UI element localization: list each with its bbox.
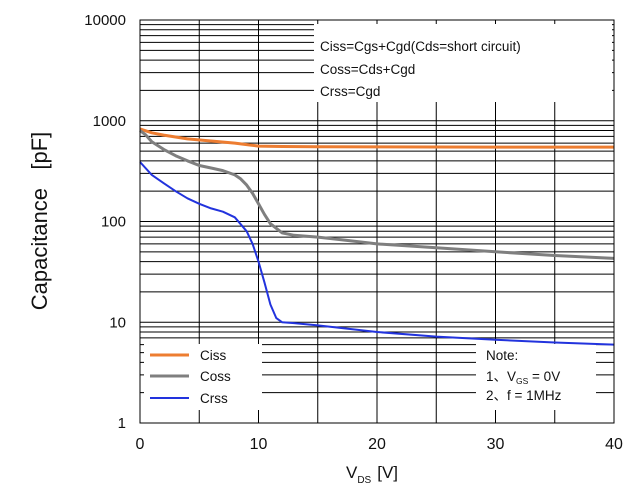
note-line-1: 1、VGS = 0V [486, 369, 560, 386]
x-tick-label: 20 [368, 436, 386, 453]
y-axis-label: Capacitance [pF] [27, 132, 52, 311]
legend-label-ciss: Ciss [200, 348, 226, 363]
note-line-2: 2、f = 1MHz [486, 388, 562, 403]
x-tick-label: 0 [136, 436, 145, 453]
x-axis-label: VDS [V] [346, 463, 398, 486]
series-line-crss [139, 161, 615, 346]
x-tick-label: 40 [605, 436, 623, 453]
y-tick-label: 1000 [93, 113, 126, 130]
y-tick-label: 100 [101, 214, 126, 231]
series-line-ciss [139, 127, 614, 149]
x-tick-label: 30 [487, 436, 505, 453]
formula-box [314, 24, 612, 102]
note-title: Note: [486, 348, 518, 363]
x-tick-labels: 0 10 20 30 40 [136, 436, 623, 453]
legend-label-coss: Coss [200, 369, 231, 384]
y-tick-label: 10 [109, 314, 126, 331]
x-tick-label: 10 [250, 436, 268, 453]
y-tick-labels: 1 10 100 1000 10000 [84, 12, 126, 432]
annotation-crss: Crss=Cgd [320, 84, 380, 99]
note-box [476, 344, 596, 410]
series-layer [139, 127, 615, 346]
series-line-coss [139, 129, 615, 260]
legend-label-crss: Crss [200, 391, 228, 406]
annotation-coss: Coss=Cds+Cgd [320, 62, 415, 77]
annotation-ciss: Ciss=Cgs+Cgd(Cds=short circuit) [320, 39, 521, 54]
plot-frame [139, 19, 615, 424]
y-tick-label: 1 [118, 415, 126, 432]
y-tick-label: 10000 [84, 12, 126, 29]
